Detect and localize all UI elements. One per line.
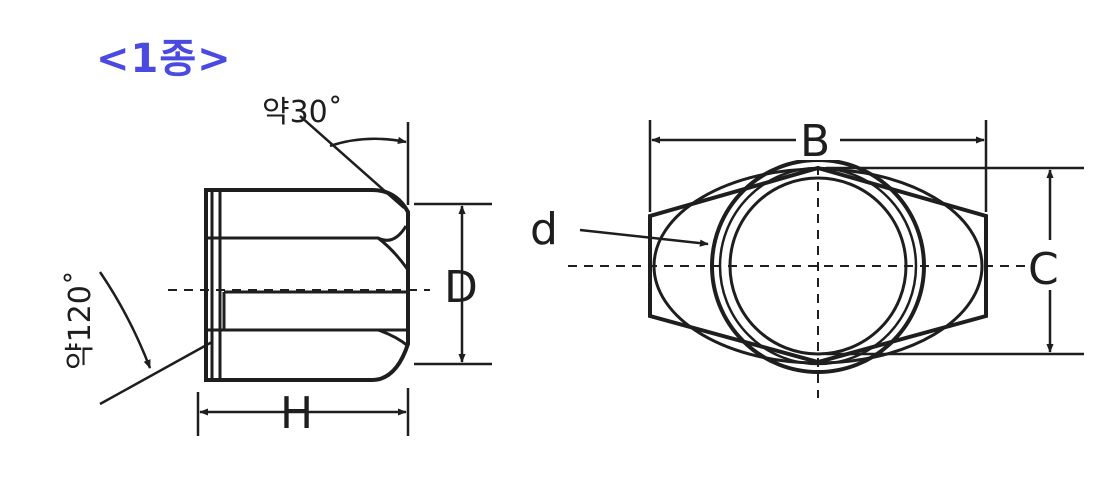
diagram-title: <1종> xyxy=(96,36,232,82)
b-label-backing xyxy=(796,118,840,160)
h-label: H xyxy=(280,388,313,439)
angle-120-leader-line xyxy=(99,340,213,406)
side-view-outline xyxy=(204,188,410,382)
d-label-side: D xyxy=(444,262,478,313)
thread-leader-line xyxy=(579,228,709,247)
angle-120-arc xyxy=(98,271,152,369)
side-view-thread-recess xyxy=(222,290,410,332)
angle-30-chamfer-line xyxy=(299,115,405,209)
c-label: C xyxy=(1028,244,1059,295)
side-view-face-lines xyxy=(206,190,410,380)
front-view xyxy=(568,120,1084,398)
b-label: B xyxy=(800,116,830,167)
thread-d-label: d xyxy=(530,204,558,255)
side-view xyxy=(98,115,492,436)
angle-30-arc xyxy=(329,136,407,148)
angle-120-label: 약120˚ xyxy=(63,270,98,370)
angle-30-label: 약30˚ xyxy=(262,95,343,130)
c-label-backing xyxy=(1026,240,1076,290)
